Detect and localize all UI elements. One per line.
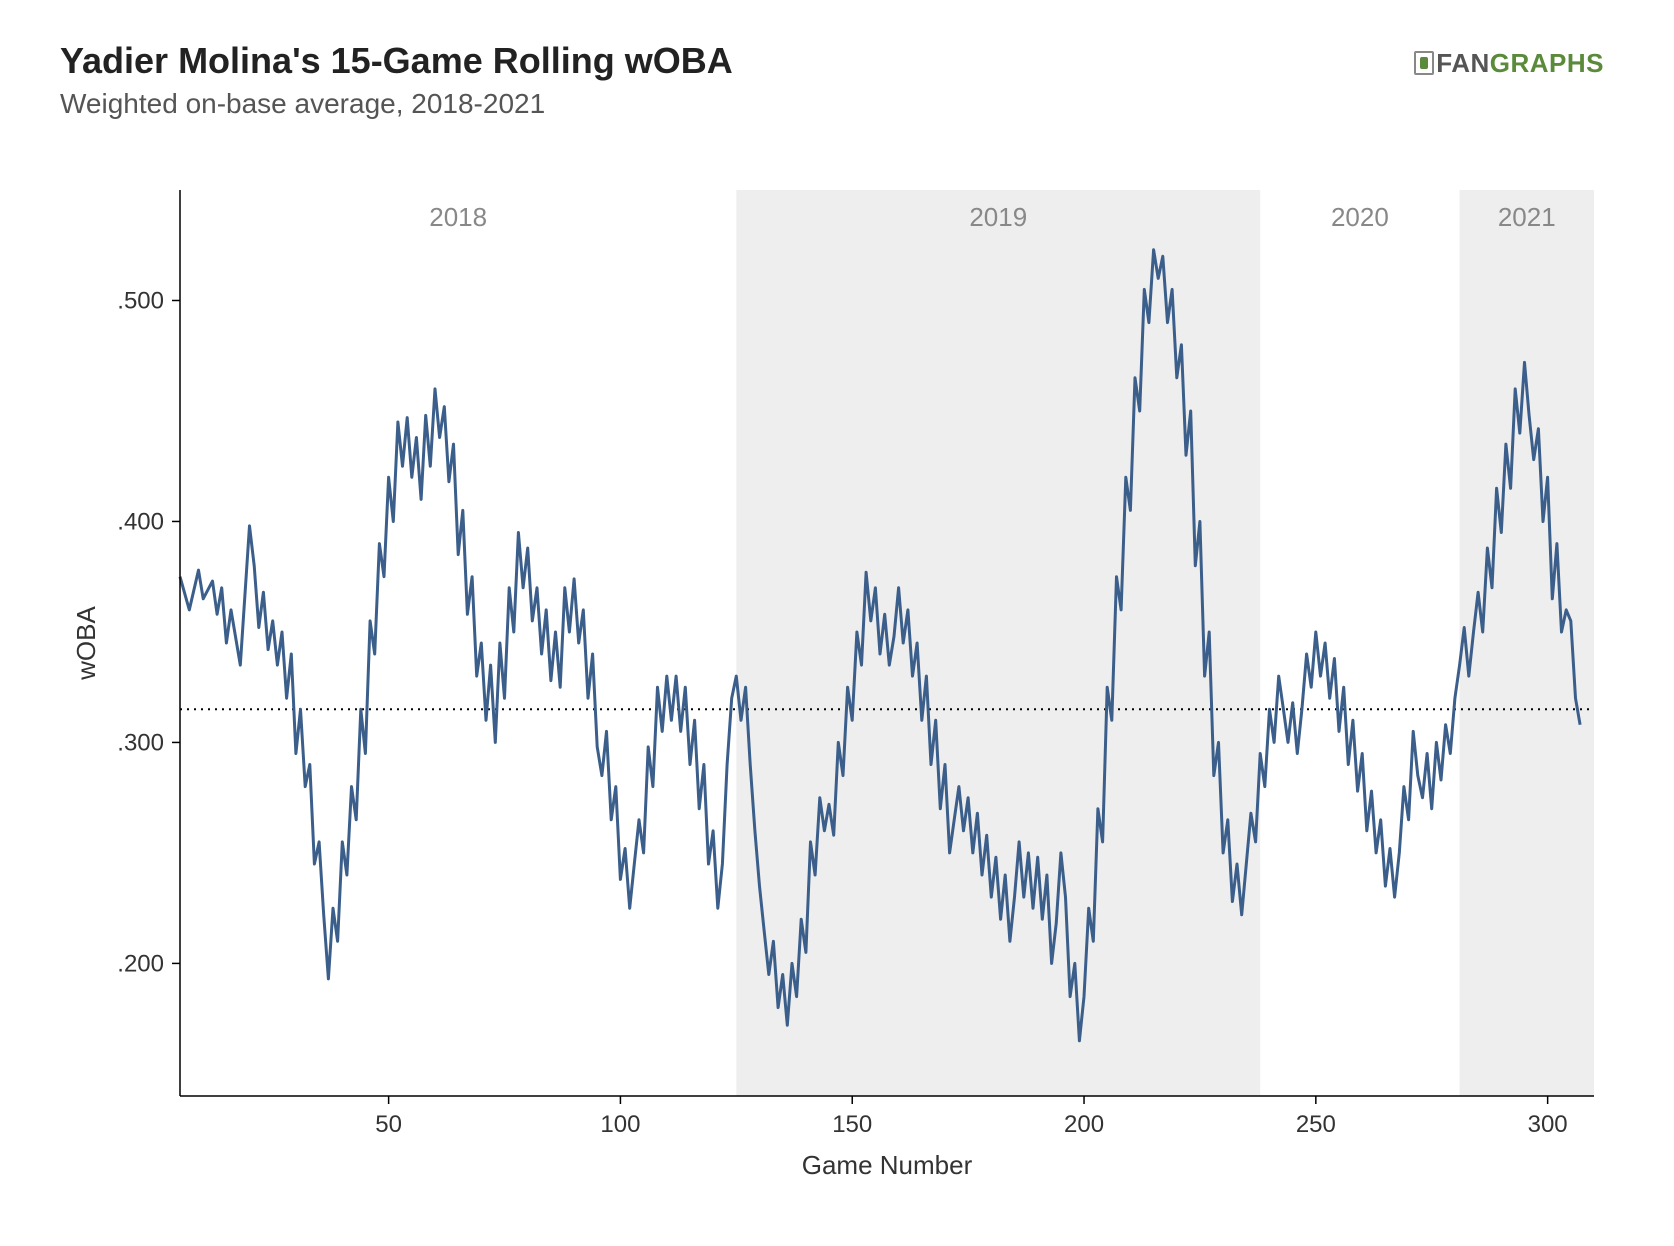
y-tick-label: .300 xyxy=(117,729,164,756)
year-label: 2020 xyxy=(1331,202,1389,232)
year-band xyxy=(1460,190,1594,1096)
chart-header: Yadier Molina's 15-Game Rolling wOBA Wei… xyxy=(60,40,1614,120)
x-tick-label: 50 xyxy=(375,1111,402,1138)
chart-area: 2018 2019 2020 2021 50 100 150 200 250 300 .200 .30… xyxy=(60,170,1614,1186)
y-tick-label: .500 xyxy=(117,287,164,314)
year-label: 2019 xyxy=(969,202,1027,232)
fangraphs-icon xyxy=(1414,51,1434,75)
logo-text-right: GRAPHS xyxy=(1490,48,1604,78)
x-tick-label: 300 xyxy=(1528,1111,1568,1138)
year-band xyxy=(736,190,1260,1096)
chart-subtitle: Weighted on-base average, 2018-2021 xyxy=(60,88,1614,120)
x-tick-label: 250 xyxy=(1296,1111,1336,1138)
x-tick-label: 150 xyxy=(832,1111,872,1138)
y-tick-label: .200 xyxy=(117,950,164,977)
x-axis-title: Game Number xyxy=(802,1150,973,1180)
chart-title: Yadier Molina's 15-Game Rolling wOBA xyxy=(60,40,1614,82)
x-tick-label: 200 xyxy=(1064,1111,1104,1138)
year-label: 2021 xyxy=(1498,202,1556,232)
line-chart: 2018 2019 2020 2021 50 100 150 200 250 300 .200 .30… xyxy=(60,170,1614,1186)
logo-text-left: FAN xyxy=(1436,48,1490,78)
year-label: 2018 xyxy=(429,202,487,232)
y-axis-title: wOBA xyxy=(71,606,101,681)
y-tick-label: .400 xyxy=(117,508,164,535)
fangraphs-logo: FANGRAPHS xyxy=(1414,48,1604,79)
x-tick-label: 100 xyxy=(600,1111,640,1138)
